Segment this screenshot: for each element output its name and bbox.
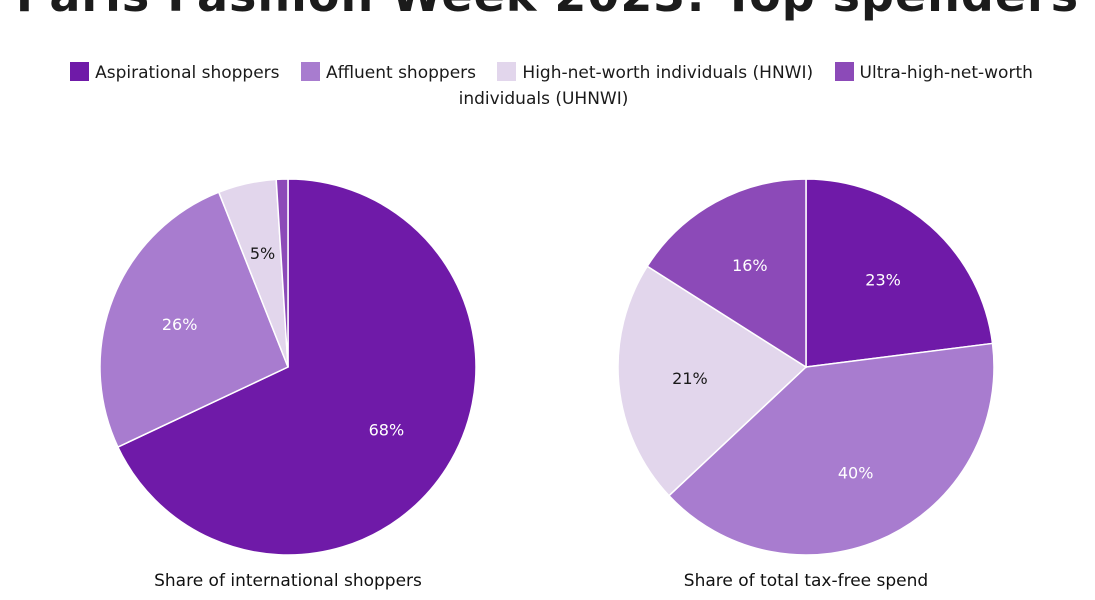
- pie-2-caption: Share of total tax-free spend: [684, 571, 928, 591]
- pie-2-label-high-net-worth-individuals: 21%: [672, 369, 708, 388]
- pie-1-label-aspirational-shoppers: 68%: [369, 420, 405, 439]
- legend: Aspirational shoppers Affluent shoppers …: [40, 60, 1055, 112]
- pie-1-slice-ultra-high-net-worth-individuals: [275, 178, 289, 368]
- pie-2-label-aspirational-shoppers: 23%: [865, 271, 901, 290]
- pie-2-slice-aspirational-shoppers: [805, 178, 994, 368]
- pie-2-slice-ultra-high-net-worth-individuals: [646, 178, 807, 369]
- pie-1-label-high-net-worth-individuals: 5%: [250, 244, 275, 263]
- legend-label-uhnwi: Ultra-high-net-worth individuals (UHNWI): [458, 63, 1033, 109]
- pie-2-slice-high-net-worth-individuals: [617, 265, 808, 497]
- legend-label-hnwi: High-net-worth individuals (HNWI): [522, 63, 814, 83]
- legend-item-aspirational: Aspirational shoppers: [70, 62, 285, 83]
- chart-title: Paris Fashion Week 2023: Top spenders: [0, 0, 1095, 22]
- pie-1-slice-affluent-shoppers: [99, 191, 289, 449]
- legend-label-aspirational: Aspirational shoppers: [95, 63, 280, 83]
- legend-item-uhnwi: Ultra-high-net-worth individuals (UHNWI): [458, 62, 1033, 109]
- pie-1-caption: Share of international shoppers: [154, 571, 422, 591]
- pie-1-label-affluent-shoppers: 26%: [162, 315, 198, 334]
- legend-item-affluent: Affluent shoppers: [300, 62, 481, 83]
- legend-item-hnwi: High-net-worth individuals (HNWI): [497, 62, 818, 83]
- legend-swatch-uhnwi: [834, 62, 854, 81]
- pie-2-label-affluent-shoppers: 40%: [838, 463, 874, 482]
- pie-2-slice-affluent-shoppers: [667, 342, 995, 556]
- pie-2: 23% 40% 21% 16% Share of total tax-free spen…: [617, 178, 995, 591]
- legend-swatch-affluent: [300, 62, 320, 81]
- pie-2-label-ultra-high-net-worth-individuals: 16%: [732, 256, 768, 275]
- legend-label-affluent: Affluent shoppers: [325, 63, 476, 83]
- legend-swatch-aspirational: [70, 62, 90, 81]
- legend-swatch-hnwi: [497, 62, 517, 81]
- pie-1-slice-aspirational-shoppers: [116, 178, 477, 556]
- pie-1: 68% 26% 5% Share of international shoppers: [99, 178, 477, 591]
